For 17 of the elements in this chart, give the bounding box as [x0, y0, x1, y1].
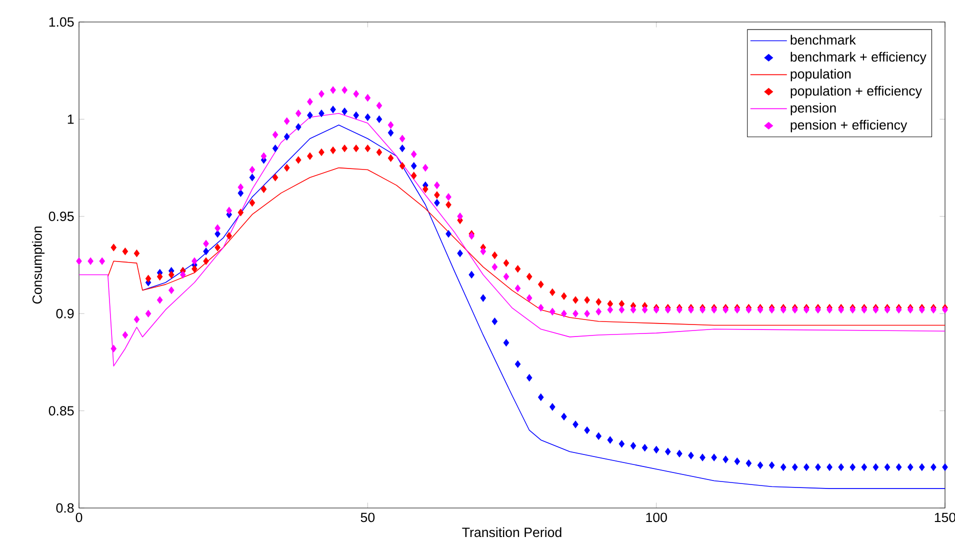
x-tick-label: 0	[76, 512, 82, 522]
legend-label: benchmark + efficiency	[790, 52, 926, 64]
legend-label: pension + efficiency	[790, 120, 908, 132]
legend-label: benchmark	[790, 34, 856, 45]
legend-label: population + efficiency	[790, 86, 922, 98]
x-axis-title: Transition Period	[462, 527, 562, 538]
y-tick-label: 0.9	[56, 308, 74, 318]
y-tick-label: 1	[68, 114, 74, 124]
x-tick-label: 50	[360, 512, 375, 522]
y-axis-title: Consumption	[32, 226, 45, 304]
legend-label: pension	[790, 102, 836, 116]
y-tick-label: 0.95	[48, 212, 74, 222]
x-tick-label: 100	[646, 512, 667, 522]
y-tick-label: 1.05	[49, 17, 74, 27]
legend-label: population	[790, 68, 851, 82]
y-tick-label: 0.8	[56, 503, 74, 513]
y-tick-label: 0.85	[48, 406, 74, 416]
